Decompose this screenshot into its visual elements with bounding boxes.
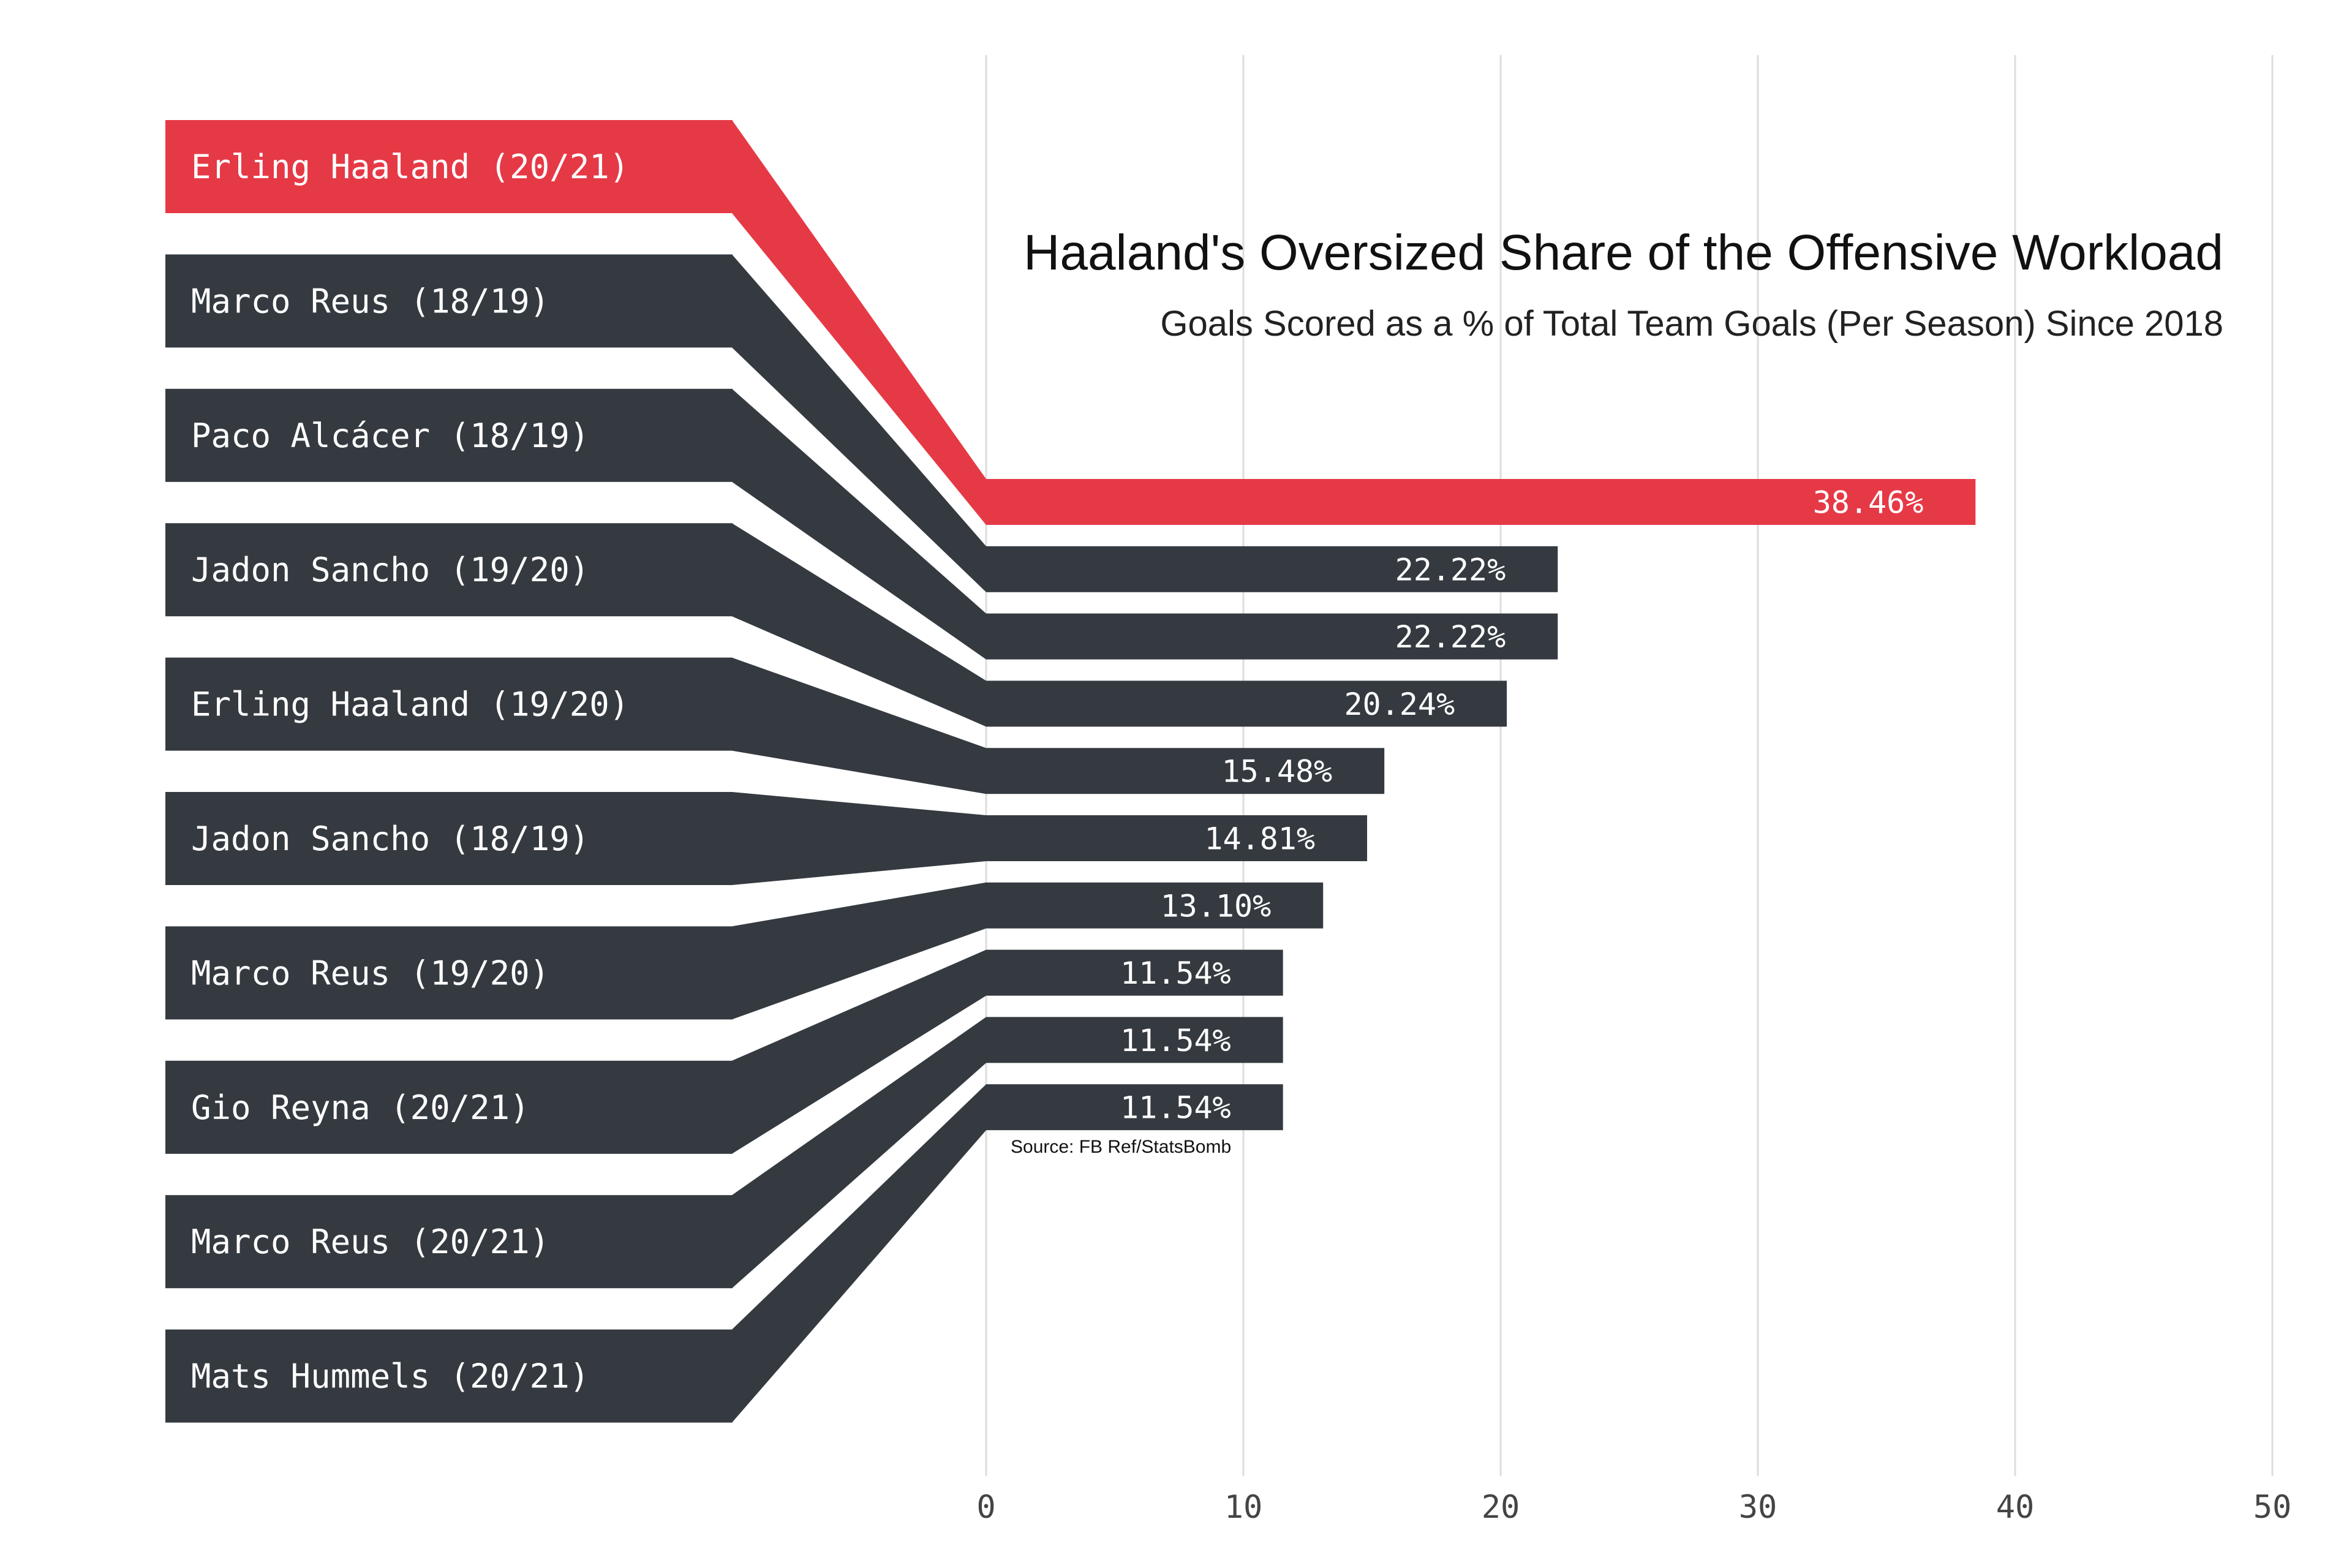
category-label: Marco Reus (19/20) xyxy=(191,954,549,992)
bar-value-label: 11.54% xyxy=(1120,1090,1231,1126)
chart-text: Erling Haaland (20/21) 38.46% Marco Reus (… xyxy=(191,148,1923,1396)
bar xyxy=(986,748,1385,794)
bar xyxy=(986,479,1976,525)
bar xyxy=(986,949,1283,996)
category-label-box xyxy=(165,1329,733,1423)
category-label-box xyxy=(165,254,733,348)
bar-value-label: 22.22% xyxy=(1395,619,1506,655)
x-tick-label: 0 xyxy=(976,1489,995,1526)
bar-value-label: 38.46% xyxy=(1813,485,1924,521)
x-tick-label: 20 xyxy=(1482,1489,1520,1526)
connector-ribbon xyxy=(732,523,986,727)
connector-ribbon xyxy=(732,1084,986,1423)
x-tick-label: 10 xyxy=(1224,1489,1263,1526)
connector-ribbon xyxy=(732,882,986,1020)
bar xyxy=(986,1084,1283,1131)
category-label-box xyxy=(165,1060,733,1154)
bar-value-label: 15.48% xyxy=(1222,754,1333,790)
bar-value-label: 11.54% xyxy=(1120,956,1231,991)
connector-ribbon xyxy=(732,1017,986,1289)
category-label: Gio Reyna (20/21) xyxy=(191,1088,530,1127)
x-axis-tick-labels: 0 10 20 30 40 50 xyxy=(976,1489,2291,1526)
category-label-box xyxy=(165,926,733,1020)
bar xyxy=(986,546,1558,592)
category-label: Marco Reus (18/19) xyxy=(191,282,549,320)
category-label: Paco Alcácer (18/19) xyxy=(191,417,589,455)
vertical-gridlines xyxy=(985,55,2274,1476)
category-label: Erling Haaland (19/20) xyxy=(191,685,629,724)
category-label: Jadon Sancho (18/19) xyxy=(191,820,589,858)
category-label-boxes xyxy=(165,120,733,1423)
bar-value-label: 20.24% xyxy=(1344,687,1455,722)
connector-ribbon xyxy=(732,388,986,660)
chart-title: Haaland's Oversized Share of the Offensi… xyxy=(1023,225,2223,281)
connector-ribbon xyxy=(732,120,986,525)
connector-ribbon xyxy=(732,792,986,885)
category-label-box xyxy=(165,657,733,751)
connector-ribbon xyxy=(732,254,986,592)
category-label: Erling Haaland (20/21) xyxy=(191,148,629,186)
bar xyxy=(986,1017,1283,1063)
category-label-box xyxy=(165,792,733,885)
bar-value-label: 11.54% xyxy=(1120,1023,1231,1058)
category-label: Jadon Sancho (19/20) xyxy=(191,551,589,589)
bar-value-label: 14.81% xyxy=(1204,821,1315,857)
bar xyxy=(986,882,1324,929)
connector-ribbon xyxy=(732,949,986,1154)
category-label-box xyxy=(165,120,733,213)
source-note: Source: FB Ref/StatsBomb xyxy=(1011,1137,1231,1157)
category-label-box xyxy=(165,523,733,617)
bar-value-label: 22.22% xyxy=(1395,552,1506,587)
bar xyxy=(986,613,1558,660)
category-label: Marco Reus (20/21) xyxy=(191,1223,549,1261)
connector-ribbon xyxy=(732,657,986,794)
category-label-box xyxy=(165,388,733,482)
x-tick-label: 50 xyxy=(2253,1489,2292,1526)
category-label-box xyxy=(165,1195,733,1289)
bar-value-label: 13.10% xyxy=(1161,888,1272,924)
chart-subtitle: Goals Scored as a % of Total Team Goals … xyxy=(1160,304,2223,344)
label-to-bar-connectors xyxy=(732,120,986,1423)
x-tick-label: 40 xyxy=(1996,1489,2035,1526)
value-bars xyxy=(986,479,1976,1131)
bar xyxy=(986,815,1368,861)
category-label: Mats Hummels (20/21) xyxy=(191,1357,589,1396)
x-tick-label: 30 xyxy=(1739,1489,1777,1526)
bar xyxy=(986,680,1507,727)
